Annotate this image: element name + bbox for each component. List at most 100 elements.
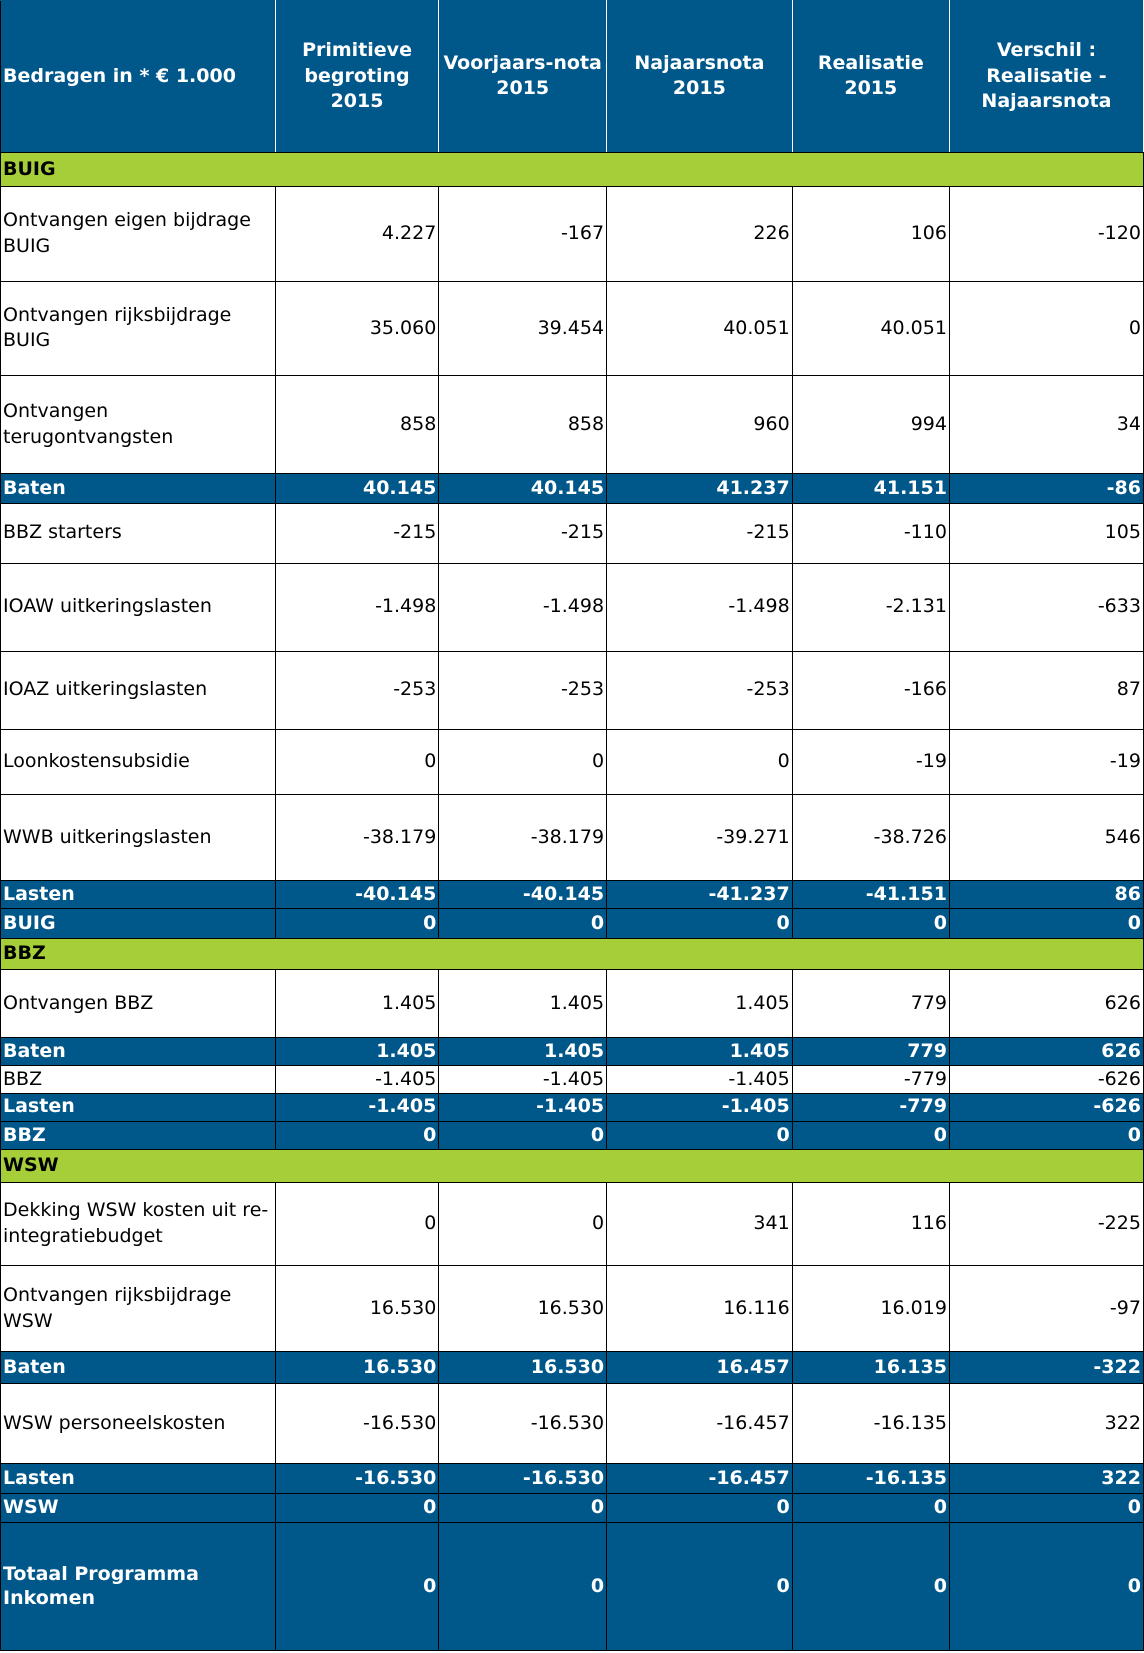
value-cell: -1.405 [274, 1092, 440, 1122]
value-cell: 626 [948, 1037, 1144, 1067]
value-cell: 4.227 [274, 186, 440, 282]
value-cell: 1.405 [606, 1037, 793, 1067]
header-cell: Bedragen in * € 1.000 [0, 0, 276, 153]
value-cell: -253 [606, 650, 793, 731]
row-label: BUIG [0, 151, 1144, 188]
total-row: Totaal Programma Inkomen 0 0 0 0 0 [0, 1522, 1144, 1651]
total-row: BUIG 0 0 0 0 0 [0, 908, 1144, 939]
row-label: Dekking WSW kosten uit re-integratiebudg… [0, 1181, 276, 1267]
section-row: WSW [0, 1149, 1144, 1183]
value-cell: 0 [948, 1120, 1144, 1151]
value-cell: 16.530 [438, 1265, 608, 1353]
value-cell: 0 [606, 908, 793, 939]
value-cell: -215 [438, 502, 608, 564]
section-row: BUIG [0, 151, 1144, 188]
total-row: Lasten -16.530 -16.530 -16.457 -16.135 322 [0, 1463, 1144, 1494]
value-cell: 0 [606, 1120, 793, 1151]
value-cell: 994 [791, 375, 950, 475]
value-cell: 0 [948, 1522, 1144, 1651]
row-label: WSW [0, 1492, 276, 1524]
value-cell: 1.405 [274, 968, 440, 1039]
row-label: Lasten [0, 1463, 276, 1494]
item-row: IOAW uitkeringslasten -1.498 -1.498 -1.498-… [0, 562, 1144, 652]
header-row: Bedragen in * € 1.000 Primitieve begrotin… [0, 0, 1144, 153]
row-label: WSW personeelskosten [0, 1382, 276, 1465]
value-cell: 322 [948, 1382, 1144, 1465]
value-cell: -253 [438, 650, 608, 731]
value-cell: -16.135 [791, 1463, 950, 1494]
section-row: BBZ [0, 937, 1144, 970]
total-row: Baten 40.145 40.145 41.237 41.151 -86 [0, 473, 1144, 504]
value-cell: -16.457 [606, 1463, 793, 1494]
value-cell: -1.405 [606, 1065, 793, 1094]
row-label: BBZ starters [0, 502, 276, 564]
value-cell: 34 [948, 375, 1144, 475]
item-row: Ontvangen rijksbijdrage BUIG 35.060 39.454… [0, 280, 1144, 377]
value-cell: 41.237 [606, 473, 793, 504]
total-row: Lasten -40.145 -40.145 -41.237 -41.151 86 [0, 879, 1144, 910]
value-cell: -1.498 [438, 562, 608, 652]
value-cell: -110 [791, 502, 950, 564]
value-cell: 16.457 [606, 1351, 793, 1384]
item-row: WSW personeelskosten -16.530 -16.530 -16.45… [0, 1382, 1144, 1465]
item-row: Ontvangen terugontvangsten 858 858 960 994 34 [0, 375, 1144, 475]
value-cell: 779 [791, 1037, 950, 1067]
value-cell: 0 [948, 1492, 1144, 1524]
total-row: Baten 16.530 16.530 16.457 16.135 -322 [0, 1351, 1144, 1384]
value-cell: -1.405 [438, 1065, 608, 1094]
item-row: IOAZ uitkeringslasten -253 -253 -253 -166 87 [0, 650, 1144, 731]
row-label: WSW [0, 1149, 1144, 1183]
value-cell: 0 [438, 1120, 608, 1151]
value-cell: 0 [791, 1522, 950, 1651]
value-cell: 960 [606, 375, 793, 475]
value-cell: 0 [274, 1492, 440, 1524]
value-cell: -38.726 [791, 794, 950, 881]
row-label: BUIG [0, 908, 276, 939]
row-label: Baten [0, 1037, 276, 1067]
value-cell: -86 [948, 473, 1144, 504]
row-label: Ontvangen BBZ [0, 968, 276, 1039]
row-label: BBZ [0, 1120, 276, 1151]
value-cell: -779 [791, 1065, 950, 1094]
value-cell: 341 [606, 1181, 793, 1267]
value-cell: -215 [274, 502, 440, 564]
value-cell: 0 [438, 908, 608, 939]
value-cell: 106 [791, 186, 950, 282]
value-cell: 16.019 [791, 1265, 950, 1353]
value-cell: -19 [791, 729, 950, 796]
value-cell: 0 [438, 1492, 608, 1524]
value-cell: -1.405 [438, 1092, 608, 1122]
value-cell: -215 [606, 502, 793, 564]
value-cell: 546 [948, 794, 1144, 881]
value-cell: 105 [948, 502, 1144, 564]
value-cell: 0 [791, 1492, 950, 1524]
value-cell: -253 [274, 650, 440, 731]
row-label: Loonkostensubsidie [0, 729, 276, 796]
row-label: Totaal Programma Inkomen [0, 1522, 276, 1651]
value-cell: -626 [948, 1065, 1144, 1094]
value-cell: 1.405 [606, 968, 793, 1039]
value-cell: -1.498 [274, 562, 440, 652]
value-cell: 0 [606, 729, 793, 796]
value-cell: -19 [948, 729, 1144, 796]
item-row: Ontvangen eigen bijdrage BUIG 4.227 -167 22… [0, 186, 1144, 282]
item-row: BBZ -1.405 -1.405 -1.405 -779 -626 [0, 1065, 1144, 1094]
value-cell: -120 [948, 186, 1144, 282]
value-cell: 40.051 [791, 280, 950, 377]
value-cell: 1.405 [438, 968, 608, 1039]
value-cell: 87 [948, 650, 1144, 731]
value-cell: -41.237 [606, 879, 793, 910]
value-cell: 40.051 [606, 280, 793, 377]
value-cell: -40.145 [274, 879, 440, 910]
value-cell: 226 [606, 186, 793, 282]
value-cell: -626 [948, 1092, 1144, 1122]
value-cell: -40.145 [438, 879, 608, 910]
value-cell: -16.457 [606, 1382, 793, 1465]
header-cell: Najaarsnota 2015 [606, 0, 793, 153]
row-label: BBZ [0, 1065, 276, 1094]
value-cell: -16.530 [274, 1382, 440, 1465]
value-cell: 0 [606, 1492, 793, 1524]
value-cell: 0 [274, 729, 440, 796]
value-cell: 39.454 [438, 280, 608, 377]
row-label: Ontvangen rijksbijdrage BUIG [0, 280, 276, 377]
